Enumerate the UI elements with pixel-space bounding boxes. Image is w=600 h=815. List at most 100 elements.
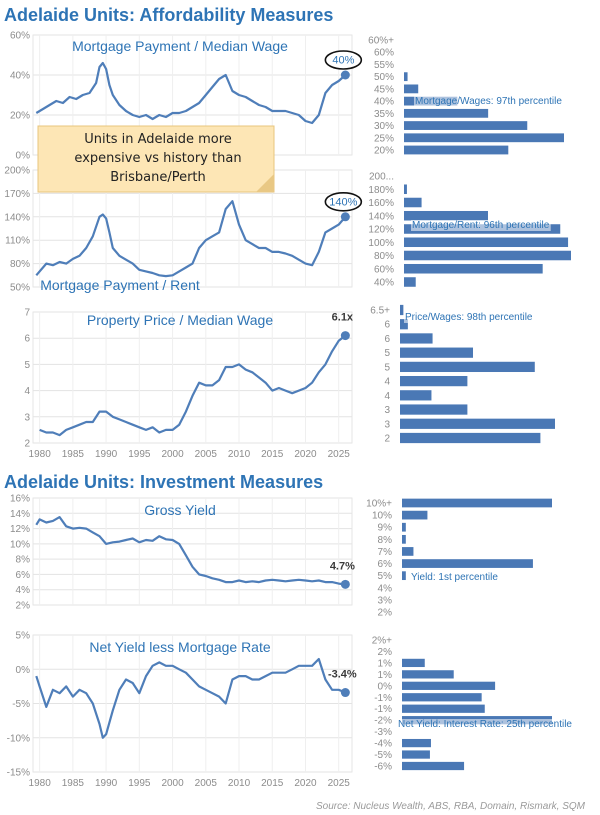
y-tick-label: 16% [10, 494, 30, 505]
percentile-annotation: Net Yield: Interest Rate: 25th percentil… [398, 719, 572, 730]
bar-category-label: 60% [374, 48, 394, 59]
bar-category-label: 6 [384, 320, 390, 331]
bar-category-label: 25% [374, 133, 394, 144]
latest-point [340, 579, 350, 589]
bar [402, 750, 430, 759]
y-tick-label: 200% [4, 166, 30, 177]
y-tick-label: 5 [24, 360, 30, 371]
y-tick-label: -15% [7, 768, 30, 779]
y-tick-label: 5% [16, 631, 31, 642]
series-line [35, 657, 346, 739]
bar [400, 390, 432, 401]
bar-category-label: 30% [374, 121, 394, 132]
bar-category-label: 2%+ [372, 636, 392, 647]
bar-category-label: -2% [374, 716, 392, 727]
affordability-title: Adelaide Units: Affordability Measures [4, 5, 333, 25]
y-tick-label: 12% [10, 524, 30, 535]
y-tick-label: 8% [16, 555, 31, 566]
bar [404, 250, 571, 261]
bar-category-label: 160% [368, 198, 394, 209]
callout-value: 6.1x [332, 312, 354, 324]
callout-value: 4.7% [330, 560, 355, 572]
bar [404, 133, 564, 143]
bar-category-label: 1% [378, 658, 393, 669]
bar-category-label: 3 [384, 405, 390, 416]
bar-category-label: 5 [384, 348, 390, 359]
bar [404, 184, 407, 195]
y-tick-label: 10% [10, 539, 30, 550]
x-tick-label: 2005 [195, 778, 218, 789]
bar [402, 693, 482, 702]
x-tick-label: 1980 [29, 449, 52, 460]
bar-category-label: 180% [368, 185, 394, 196]
bar-category-label: 4 [384, 391, 390, 402]
annotation-backdrop [410, 572, 500, 583]
y-tick-label: 140% [4, 212, 30, 223]
y-tick-label: 6% [16, 570, 31, 581]
x-tick-label: 1980 [29, 778, 52, 789]
bar [400, 361, 535, 373]
bar [402, 670, 454, 679]
latest-point [340, 212, 350, 222]
bar [404, 197, 422, 208]
bar [400, 404, 468, 415]
bar-category-label: 6.5+ [370, 306, 390, 317]
bar [402, 658, 425, 668]
y-tick-label: 4 [24, 386, 30, 397]
note-callout: Units in Adelaide more expensive vs histo… [37, 125, 275, 193]
bar [400, 333, 433, 344]
y-tick-label: 50% [10, 283, 30, 294]
bar-category-label: 2% [378, 608, 393, 619]
y-tick-label: 170% [4, 189, 30, 200]
bar-category-label: 120% [368, 225, 394, 236]
latest-point [340, 70, 350, 80]
bar-category-label: 20% [374, 146, 394, 157]
callout-value: 140% [329, 196, 357, 208]
bar [404, 237, 569, 248]
x-tick-label: 2000 [161, 449, 184, 460]
callout-value: -3.4% [328, 669, 357, 681]
annotation-backdrop [414, 96, 564, 107]
x-tick-label: 2005 [195, 449, 218, 460]
y-tick-label: 14% [10, 509, 30, 520]
bar-category-label: 6 [384, 334, 390, 345]
bar-category-label: 50% [374, 72, 394, 83]
bar [402, 704, 485, 713]
y-tick-label: 0% [16, 151, 31, 162]
percentile-annotation: Mortgage/Rent: 96th percentile [412, 220, 550, 231]
annotation-backdrop [404, 312, 534, 323]
bar-category-label: 1% [378, 670, 393, 681]
percentile-annotation: Price/Wages: 98th percentile [405, 312, 533, 323]
y-tick-label: 80% [10, 259, 30, 270]
annotation-backdrop [411, 220, 551, 231]
bar-category-label: 55% [374, 60, 394, 71]
x-tick-label: 2025 [328, 449, 351, 460]
bar [404, 210, 488, 221]
bar [402, 498, 552, 508]
bar [404, 277, 416, 287]
y-tick-label: 40% [10, 71, 30, 82]
chart-title: Mortgage Payment / Rent [40, 277, 200, 293]
bar [402, 547, 414, 556]
x-tick-label: 2020 [294, 449, 317, 460]
line-chart-2: 50% 80% 110% 140% 170% 200% Mortgage Payment /… [4, 166, 363, 294]
y-tick-label: -10% [7, 733, 30, 744]
y-tick-label: -5% [12, 699, 30, 710]
bar-category-label: 60% [374, 264, 394, 275]
y-tick-label: 110% [5, 236, 30, 247]
latest-point [340, 331, 350, 341]
y-tick-label: 2 [24, 439, 30, 450]
bar-category-label: 5 [384, 362, 390, 373]
bar-category-label: -4% [374, 739, 392, 750]
bar-category-label: 2% [378, 647, 393, 658]
bar-category-label: 60%+ [368, 36, 394, 47]
bar-category-label: 9% [378, 523, 393, 534]
x-tick-label: 1995 [128, 778, 151, 789]
histogram-4: 2% 3%4%5%6%7%8%9%10%10%+ Yield: 1st percen… [366, 499, 552, 619]
callout-value: 40% [332, 55, 354, 67]
bar [404, 121, 528, 130]
line-chart-5: -15% -10% -5% 0% 5% Net Yield less Mortgage R… [7, 631, 357, 790]
investment-title: Adelaide Units: Investment Measures [4, 472, 323, 492]
bar-category-label: 35% [374, 109, 394, 120]
bar [402, 522, 406, 532]
